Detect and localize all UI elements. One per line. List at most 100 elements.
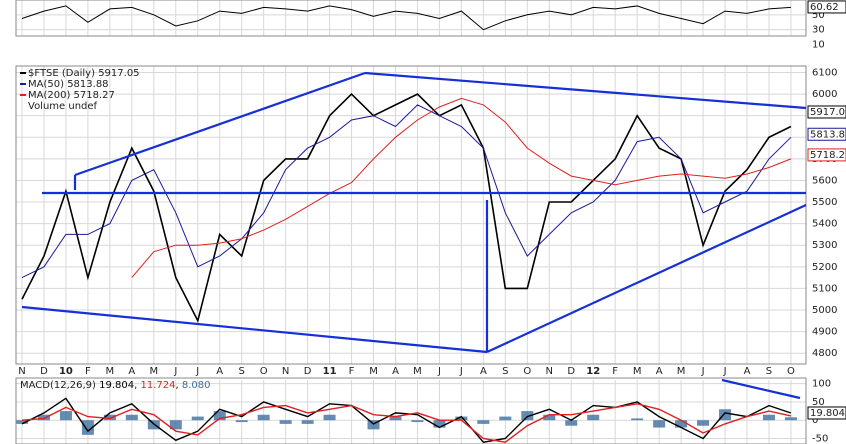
- y-tick-label: 5100: [812, 283, 837, 294]
- y-tick-label: 5200: [812, 262, 837, 273]
- histogram-bar: [81, 420, 94, 435]
- histogram-bar: [433, 420, 446, 428]
- x-tick-label: N: [282, 366, 289, 377]
- histogram-bar: [762, 414, 775, 421]
- value-tag-label: 5718.27: [810, 150, 846, 161]
- macd-plot: [16, 380, 806, 444]
- histogram-bar: [147, 420, 160, 430]
- x-tick-label: O: [787, 366, 795, 377]
- x-tick-label: J: [195, 366, 199, 377]
- x-tick-label: J: [437, 366, 441, 377]
- price-panel: 4800490050005100520053005400550056005700…: [16, 66, 846, 377]
- y-tick-label: 5000: [812, 305, 837, 316]
- histogram-bar: [279, 420, 292, 424]
- histogram-bar: [411, 420, 424, 423]
- legend-value: 5917.05: [98, 68, 139, 79]
- value-tag: 19.804: [807, 406, 846, 420]
- x-tick-label: A: [392, 366, 399, 377]
- histogram-bar: [455, 416, 468, 421]
- price-line: [21, 92, 792, 324]
- histogram-bar: [521, 411, 534, 421]
- price-frame: [15, 65, 807, 365]
- histogram-bar: [587, 414, 600, 421]
- y-tick-label: 5500: [812, 197, 837, 208]
- y-tick-label: 5400: [812, 219, 837, 230]
- x-tick-label: F: [85, 366, 91, 377]
- macd-line: [21, 403, 792, 443]
- y-tick-label: -50: [812, 434, 828, 444]
- histogram-bar: [37, 414, 50, 421]
- histogram-bar: [235, 420, 248, 423]
- trend-line: [74, 71, 366, 177]
- histogram-bar: [389, 416, 402, 421]
- x-tick-label: N: [18, 366, 25, 377]
- y-tick-label: 50: [812, 397, 825, 408]
- rsi-frame: [15, 0, 807, 37]
- legend-entry: $FTSE (Daily) 5917.05: [28, 68, 140, 79]
- x-tick-label: M: [369, 366, 378, 377]
- macd-value: 19.804: [99, 380, 134, 391]
- x-tick-label: 12: [586, 366, 600, 377]
- histogram-bar: [675, 420, 688, 428]
- macd-value: 11.724: [141, 380, 176, 391]
- histogram-bar: [543, 414, 556, 421]
- value-tag-box: [807, 148, 846, 162]
- x-tick-label: D: [40, 366, 48, 377]
- x-tick-label: J: [723, 366, 727, 377]
- histogram-bar: [257, 414, 270, 421]
- x-tick-label: A: [656, 366, 663, 377]
- legend-value: 5813.88: [67, 79, 108, 90]
- x-tick-label: S: [766, 366, 772, 377]
- histogram-bar: [565, 420, 578, 426]
- value-tag-box: [807, 0, 846, 14]
- macd-legend: MACD(12,26,9) 19.804, 11.724, 8.080: [20, 380, 211, 391]
- x-tick-label: M: [633, 366, 642, 377]
- y-tick-label: 0: [812, 415, 818, 426]
- value-tag-label: 19.804: [810, 408, 845, 419]
- x-tick-label: 10: [59, 366, 73, 377]
- legend-value: 5718.27: [74, 90, 115, 101]
- histogram-bar: [631, 418, 644, 421]
- y-tick-label: 4900: [812, 327, 837, 338]
- price-plot: [16, 66, 806, 364]
- trend-line: [21, 305, 488, 354]
- value-tag-label: 5813.88: [810, 129, 846, 140]
- y-tick-label: 30: [812, 25, 825, 36]
- value-tag: 5813.88: [807, 127, 846, 141]
- x-tick-label: M: [677, 366, 686, 377]
- legend-note: Volume undef: [28, 101, 98, 112]
- x-tick-label: O: [260, 366, 268, 377]
- histogram-bar: [125, 414, 138, 421]
- value-tag-box: [807, 127, 846, 141]
- histogram-bar: [653, 420, 666, 428]
- x-tick-label: J: [173, 366, 177, 377]
- trend-line: [364, 71, 807, 110]
- x-tick-label: S: [239, 366, 245, 377]
- x-tick-label: J: [701, 366, 705, 377]
- x-tick-label: J: [459, 366, 463, 377]
- histogram-bar: [16, 420, 28, 424]
- trend-lines: [21, 71, 807, 400]
- histogram-bar: [784, 417, 797, 421]
- y-tick-label: 50: [812, 10, 825, 21]
- macd-title: MACD(12,26,9): [20, 380, 96, 391]
- histogram-bar: [213, 411, 226, 421]
- legend-name: MA(50): [28, 79, 64, 90]
- histogram-bar: [301, 420, 314, 424]
- x-tick-label: O: [523, 366, 531, 377]
- x-tick-label: A: [744, 366, 751, 377]
- x-tick-label: N: [546, 366, 553, 377]
- x-tick-label: M: [413, 366, 422, 377]
- histogram-bar: [477, 420, 490, 424]
- x-tick-label: S: [502, 366, 508, 377]
- x-tick-label: F: [612, 366, 618, 377]
- legend-entry: MA(50) 5813.88: [28, 79, 109, 90]
- trend-line: [486, 204, 807, 353]
- histogram-bar: [697, 420, 710, 426]
- legend-entry: MA(200) 5718.27: [28, 90, 115, 101]
- y-tick-label: 5300: [812, 240, 837, 251]
- legend-name: $FTSE (Daily): [28, 68, 95, 79]
